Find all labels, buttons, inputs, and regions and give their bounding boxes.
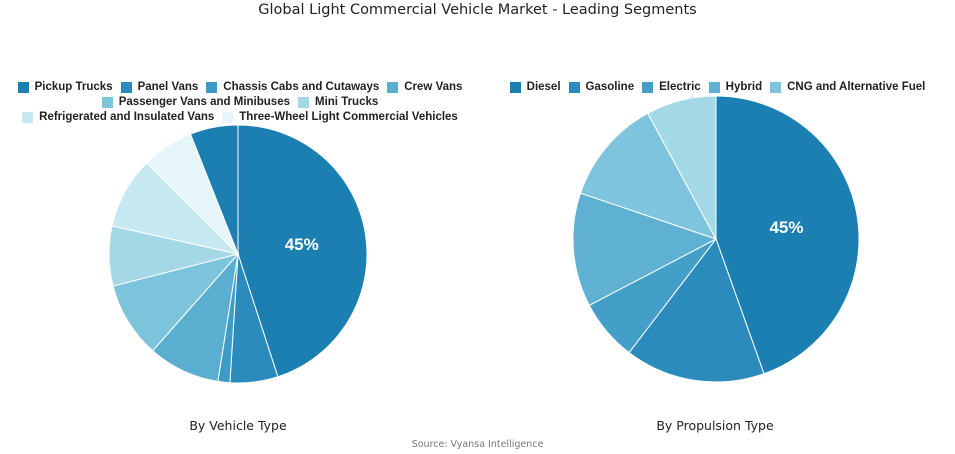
pie-slice-others	[647, 95, 717, 240]
legend-swatch	[509, 81, 521, 93]
legend-label: Mini Trucks	[315, 96, 379, 108]
legend-item-crew-vans: Crew Vans	[387, 80, 462, 94]
pie-data-label: 45%	[285, 235, 319, 254]
legend-item-diesel: Diesel	[509, 80, 561, 94]
legend-swatch	[101, 96, 113, 108]
source-note: Source: Vyansa Intelligence	[411, 439, 544, 450]
legend-swatch	[17, 81, 29, 93]
legend-item-cng-and-alternative-fuel: CNG and Alternative Fuel	[770, 80, 925, 94]
legend-item-panel-vans: Panel Vans	[120, 80, 199, 94]
legend-item-chassis-cabs-and-cutaways: Chassis Cabs and Cutaways	[206, 80, 379, 94]
chart-title: Global Light Commercial Vehicle Market -…	[258, 2, 697, 18]
legend-swatch	[120, 81, 132, 93]
legend-swatch	[298, 96, 309, 108]
legend-swatch	[642, 81, 654, 93]
legend-item-mini-trucks: Mini Trucks	[298, 95, 378, 109]
legend-swatch	[387, 81, 399, 93]
legend-label: Passenger Vans and Minibuses	[118, 96, 290, 108]
legend-label: Hybrid	[725, 81, 763, 93]
pie-slice-pickup-trucks	[237, 124, 368, 378]
legend-swatch	[222, 111, 234, 123]
legend-swatch	[770, 81, 782, 93]
legend-label: CNG and Alternative Fuel	[787, 81, 926, 93]
legend-label: Chassis Cabs and Cutaways	[223, 81, 380, 93]
legend-swatch	[568, 81, 580, 93]
legend-item-refrigerated-and-insulated-vans: Refrigerated and Insulated Vans	[22, 110, 214, 124]
legend-label: Refrigerated and Insulated Vans	[39, 111, 215, 123]
subtitle-propulsion-type: By Propulsion Type	[656, 418, 774, 433]
pie-chart-propulsion-type: 45%	[572, 95, 860, 383]
legend-label: Diesel	[526, 81, 561, 93]
pie-slice-others	[189, 124, 239, 255]
legend-item-pickup-trucks: Pickup Trucks	[17, 80, 113, 94]
legend-item-passenger-vans-and-minibuses: Passenger Vans and Minibuses	[101, 95, 290, 109]
legend-item-hybrid: Hybrid	[708, 80, 763, 94]
legend-label: Panel Vans	[137, 81, 199, 93]
legend-label: Gasoline	[585, 81, 635, 93]
legend-label: Electric	[659, 81, 701, 93]
legend-swatch	[22, 111, 34, 123]
pie-slice-hybrid	[572, 192, 718, 306]
subtitle-vehicle-type: By Vehicle Type	[189, 418, 287, 433]
legend-item-gasoline: Gasoline	[568, 80, 635, 94]
pie-slice-diesel	[715, 95, 860, 375]
legend-label: Pickup Trucks	[34, 81, 113, 93]
legend-swatch	[708, 81, 720, 93]
legend-item-electric: Electric	[642, 80, 701, 94]
legend-label: Crew Vans	[404, 81, 463, 93]
pie-chart-vehicle-type: 45%	[108, 124, 368, 384]
pie-slice-cng-and-alternative-fuel	[579, 112, 718, 240]
pie-data-label: 45%	[769, 218, 803, 237]
legend-label: Three-Wheel Light Commercial Vehicles	[239, 111, 458, 123]
legend-swatch	[206, 81, 218, 93]
pie-slice-gasoline	[628, 237, 765, 383]
legend-item-three-wheel-light-commercial-vehicles: Three-Wheel Light Commercial Vehicles	[222, 110, 458, 124]
